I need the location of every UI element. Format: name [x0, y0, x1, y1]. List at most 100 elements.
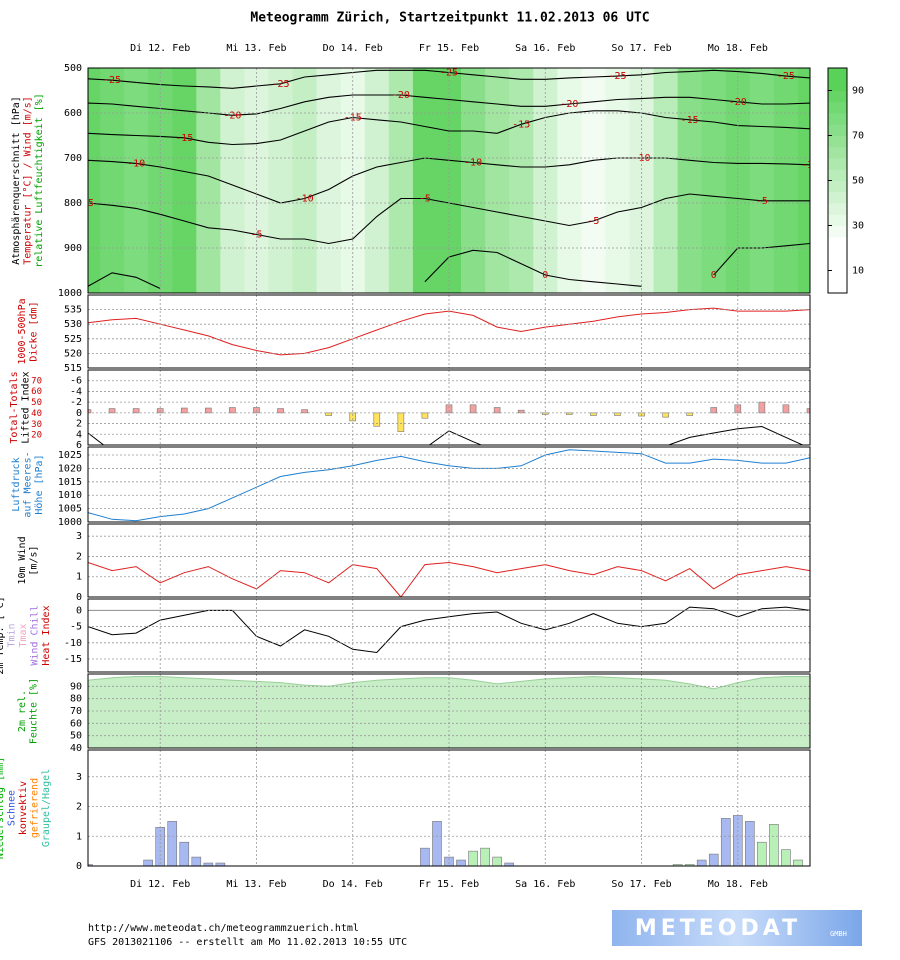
isotherm-label: 0: [542, 270, 548, 281]
colorbar-swatch: [828, 124, 847, 136]
bar: [373, 412, 381, 427]
y2-tick-label: 20: [31, 431, 42, 441]
y-tick-label: 520: [64, 348, 82, 359]
y-tick-label: 800: [64, 198, 82, 209]
colorbar-swatch: [828, 191, 847, 204]
bar: [88, 864, 93, 866]
colorbar-swatch: [828, 101, 847, 114]
bar: [708, 853, 719, 866]
y-tick-label: 530: [64, 319, 82, 330]
panel-frame: [87, 446, 811, 523]
x-tick-label: So 17. Feb: [611, 879, 671, 890]
y-tick-label: 0: [76, 408, 82, 419]
logo-name: METEODAT: [635, 916, 801, 941]
humidity-column: [364, 68, 390, 293]
x-tick-label: Mi 13. Feb: [226, 43, 286, 54]
y-axis-label: [m/s]: [29, 545, 40, 575]
y-tick-label: 1: [76, 831, 82, 842]
bar: [325, 412, 332, 416]
isotherm-label: -25: [103, 75, 121, 86]
isotherm-label: -15: [175, 133, 193, 144]
colorbar-swatch: [828, 180, 847, 193]
y-axis-label: gefrierend: [30, 778, 41, 838]
y-axis-label: 10m Wind: [17, 536, 28, 584]
y-tick-label: 1010: [58, 490, 82, 501]
y-tick-label: 515: [64, 363, 82, 374]
isotherm-label: -20: [392, 90, 410, 101]
bar: [420, 847, 430, 866]
bar: [167, 821, 178, 866]
line: [88, 606, 810, 654]
y-tick-label: 1000: [58, 517, 82, 528]
bar: [806, 408, 810, 414]
panel-frame: [87, 598, 811, 673]
y-tick-label: 2: [76, 802, 82, 813]
y-tick-label: 3: [76, 772, 82, 783]
bar: [301, 409, 308, 414]
colorbar-swatch: [828, 79, 847, 91]
panel-frame: [87, 294, 811, 369]
isotherm-label: -25: [272, 79, 290, 90]
colorbar-swatch: [828, 169, 847, 181]
y-tick-label: -2: [70, 397, 82, 408]
bar: [493, 407, 501, 414]
y-axis-label: Atmosphärenquerschnitt [hPa]: [11, 96, 22, 265]
y-tick-label: 80: [70, 694, 82, 705]
isotherm-label: 0: [711, 270, 717, 281]
y-axis-label: 1000-500hPa: [17, 298, 28, 364]
logo: [612, 910, 862, 946]
y-tick-label: 600: [64, 108, 82, 119]
y-axis-label: Tmin: [7, 623, 18, 647]
y-tick-label: 1020: [58, 463, 82, 474]
y-tick-label: -5: [70, 622, 82, 633]
bar: [745, 821, 755, 866]
humidity-column: [797, 68, 810, 293]
humidity-column: [653, 68, 679, 293]
y-tick-label: 2: [76, 551, 82, 562]
y2-tick-label: 70: [31, 376, 42, 386]
bar: [179, 841, 190, 866]
y-tick-label: 500: [64, 63, 82, 74]
colorbar-label: 70: [852, 131, 864, 142]
colorbar-label: 50: [852, 176, 864, 187]
humidity-column: [749, 68, 775, 293]
y-tick-label: 1015: [58, 477, 82, 488]
x-tick-label: Mo 18. Feb: [708, 879, 768, 890]
x-tick-label: Sa 16. Feb: [515, 43, 575, 54]
y-axis-label: Heat Index: [41, 605, 52, 665]
bar: [758, 401, 766, 414]
bar: [781, 849, 791, 866]
colorbar-swatch: [828, 225, 847, 238]
y-axis-label: Wind Chill: [30, 605, 41, 665]
colorbar-label: 10: [852, 266, 864, 277]
bar: [492, 856, 502, 866]
bar: [191, 856, 202, 866]
bar: [468, 850, 478, 866]
isotherm-label: -5: [419, 194, 431, 205]
y2-tick-label: 30: [31, 420, 42, 430]
colorbar-label: 90: [852, 86, 864, 97]
x-tick-label: Di 12. Feb: [130, 879, 190, 890]
isotherm-label: -10: [464, 158, 482, 169]
y-axis-label: Luftdruck: [11, 457, 22, 511]
humidity-column: [461, 68, 486, 293]
humidity-column: [316, 68, 342, 293]
panel-frame: [87, 523, 811, 598]
colorbar-swatch: [828, 248, 847, 260]
humidity-column: [220, 68, 245, 293]
y-tick-label: -4: [70, 386, 82, 397]
x-tick-label: Fr 15. Feb: [419, 879, 479, 890]
isotherm: [88, 110, 810, 146]
x-tick-label: Do 14. Feb: [323, 879, 383, 890]
colorbar-swatch: [828, 270, 847, 283]
bar: [517, 409, 525, 414]
x-tick-label: Mo 18. Feb: [708, 43, 768, 54]
y-axis-label: Graupel/Hagel: [41, 769, 52, 847]
bar: [456, 859, 466, 866]
bar: [432, 821, 442, 866]
colorbar-swatch: [828, 135, 847, 148]
bar: [277, 408, 284, 414]
y-tick-label: 4: [76, 429, 82, 440]
isotherm-label: -10: [633, 153, 651, 164]
